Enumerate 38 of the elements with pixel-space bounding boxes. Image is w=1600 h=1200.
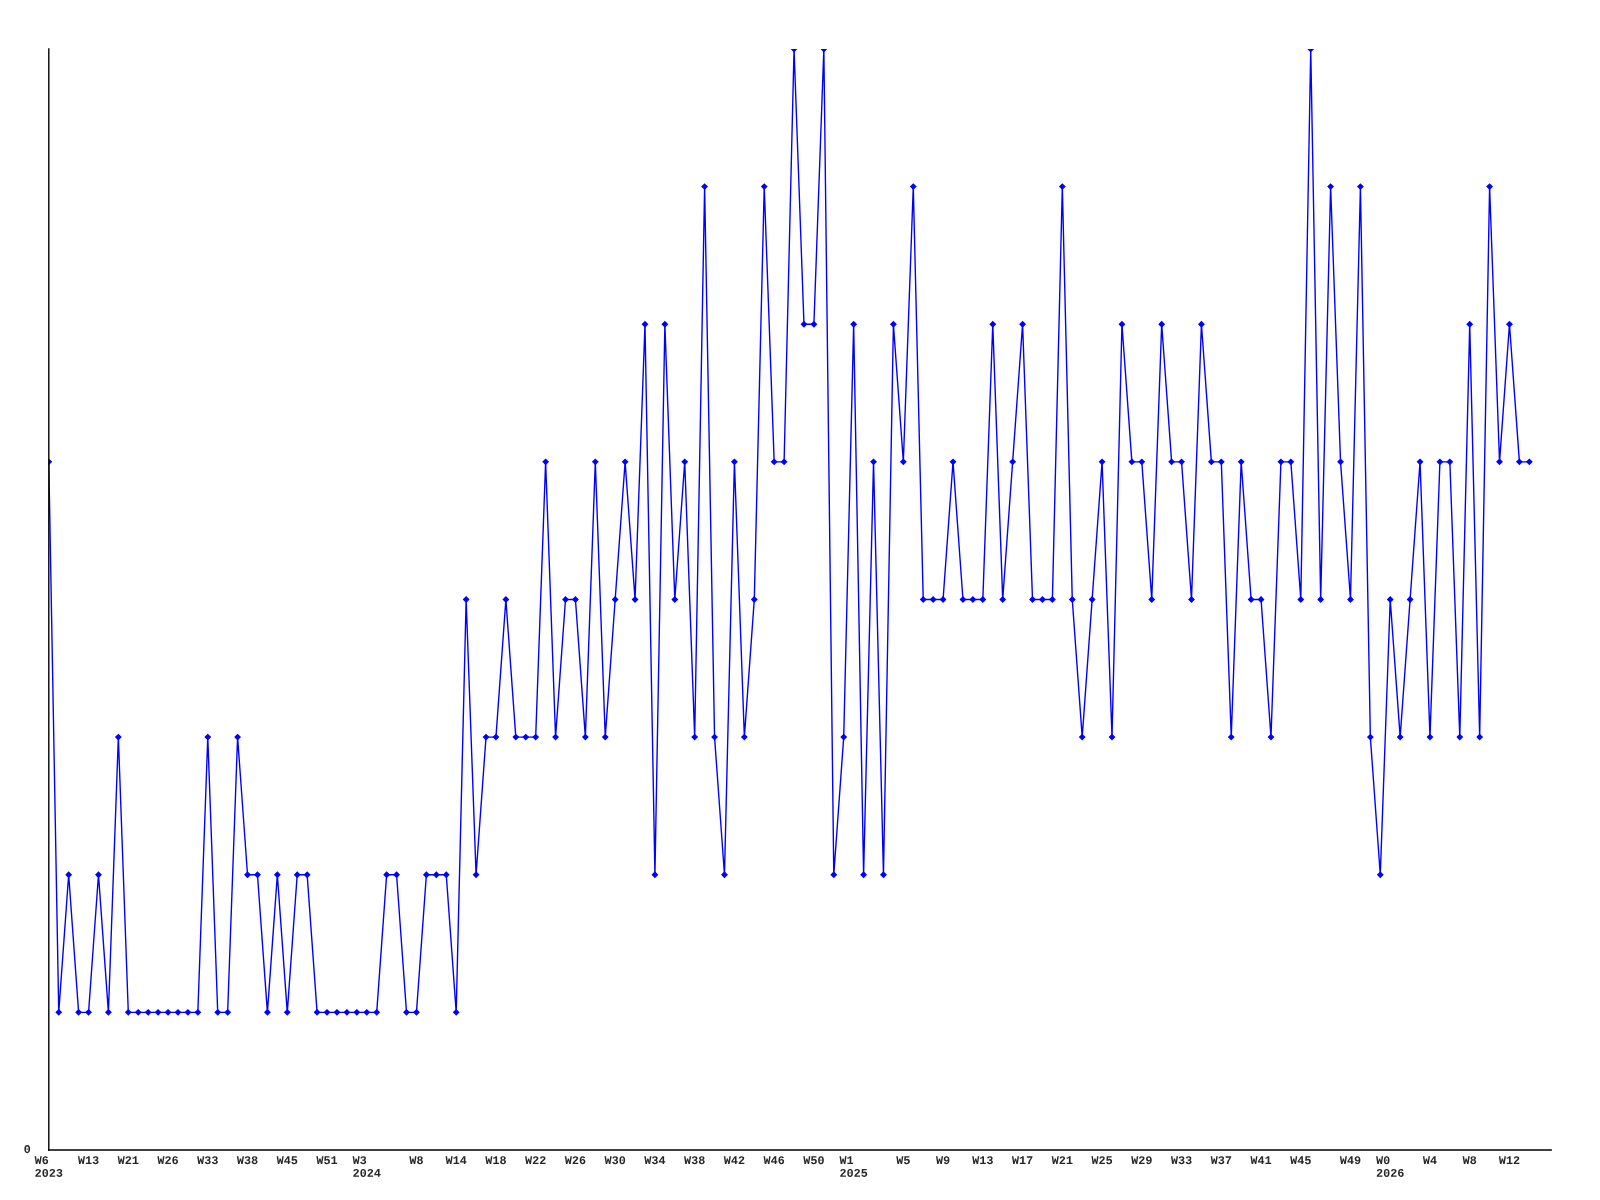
- x-tick-label: W25: [1091, 1156, 1113, 1165]
- x-tick-label: W51: [316, 1156, 338, 1165]
- x-tick-label: W22: [525, 1156, 546, 1165]
- x-tick-label: W18: [485, 1156, 506, 1165]
- x-tick-label: W13: [77, 1156, 99, 1165]
- x-tick-label: W5: [896, 1156, 910, 1165]
- x-tick-label: W14: [445, 1156, 467, 1165]
- x-tick-label: W38: [236, 1156, 258, 1165]
- x-tick-label: W26: [157, 1156, 179, 1165]
- x-tick-label: W21: [117, 1156, 139, 1165]
- x-tick-label: W49: [1339, 1156, 1361, 1165]
- x-tick-label: W42: [723, 1156, 745, 1165]
- x-tick-label: W41: [1250, 1156, 1272, 1165]
- x-tick-label: W46: [763, 1156, 785, 1165]
- x-tick-label: W33: [197, 1156, 218, 1165]
- x-tick-label: W37: [1210, 1156, 1232, 1165]
- x-tick-label: W0 2026: [1376, 1156, 1404, 1177]
- x-tick-label: W9: [936, 1156, 950, 1165]
- x-tick-label: W6 2023: [34, 1156, 63, 1177]
- x-tick-label: W45: [276, 1156, 298, 1165]
- x-tick-label: W8: [1462, 1156, 1477, 1165]
- x-tick-label: W17: [1011, 1156, 1033, 1165]
- x-tick-label: W4: [1422, 1156, 1437, 1165]
- x-tick-label: W13: [972, 1156, 993, 1165]
- x-tick-label: W29: [1131, 1156, 1152, 1165]
- text: 0: [24, 1145, 31, 1154]
- x-tick-label: W45: [1290, 1156, 1311, 1165]
- x-tick-label: W21: [1051, 1156, 1073, 1165]
- x-tick-label: W34: [644, 1156, 666, 1165]
- x-tick-label: W1 2025: [839, 1156, 868, 1177]
- x-tick-label: W30: [604, 1156, 626, 1165]
- x-tick-label: W12: [1498, 1156, 1520, 1165]
- x-tick-label: W38: [684, 1156, 705, 1165]
- x-tick-label: W3 2024: [352, 1156, 381, 1177]
- x-tick-label: W33: [1170, 1156, 1192, 1165]
- x-tick-label: W26: [564, 1156, 586, 1165]
- x-tick-label: W50: [803, 1156, 824, 1165]
- x-tick-label: W8: [409, 1156, 423, 1165]
